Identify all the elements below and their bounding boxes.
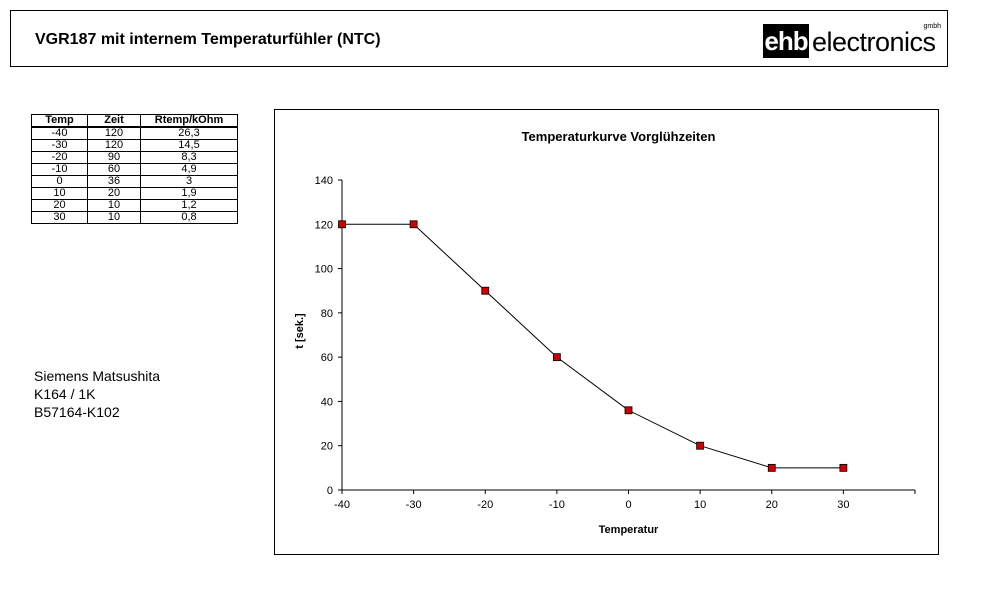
page-title: VGR187 mit internem Temperaturfühler (NT…: [35, 31, 381, 48]
table-cell: -10: [31, 163, 88, 176]
sensor-info: Siemens Matsushita K164 / 1K B57164-K102: [34, 367, 160, 421]
table-row: -10 60 4,9: [31, 163, 238, 176]
data-table: Temp Zeit Rtemp/kOhm -40 120 26,3 -30 12…: [31, 114, 238, 224]
y-tick-label: 40: [321, 396, 333, 408]
table-cell: 1,2: [140, 199, 238, 212]
table-header-row: Temp Zeit Rtemp/kOhm: [31, 114, 238, 128]
x-tick-label: 0: [625, 499, 631, 511]
data-point: [839, 463, 848, 472]
column-header-zeit: Zeit: [87, 114, 141, 128]
table-cell: 0: [31, 175, 88, 188]
table-cell: 3: [140, 175, 238, 188]
table-cell: 14,5: [140, 139, 238, 152]
x-tick-label: -10: [549, 499, 565, 511]
data-point: [696, 441, 705, 450]
x-tick-label: -30: [406, 499, 422, 511]
data-point: [338, 220, 346, 229]
logo-box: ehb: [763, 24, 809, 58]
info-line: Siemens Matsushita: [34, 368, 161, 384]
table-cell: -40: [31, 126, 88, 140]
info-line: K164 / 1K: [34, 386, 96, 402]
x-tick-label: 20: [766, 499, 778, 511]
table-cell: 20: [87, 187, 141, 200]
table-cell: 10: [87, 211, 141, 224]
table-cell: 4,9: [140, 163, 238, 176]
table-cell: 60: [87, 163, 141, 176]
y-tick-label: 80: [321, 308, 333, 320]
data-point: [624, 406, 633, 415]
chart: Temperaturkurve Vorglühzeiten 0 20 40 60 80 10…: [294, 129, 916, 536]
table-row: -20 90 8,3: [31, 151, 238, 164]
column-header-rtemp: Rtemp/kOhm: [140, 114, 238, 128]
series-line: [342, 223, 844, 469]
x-tick-label: 10: [694, 499, 706, 511]
table-cell: 8,3: [140, 151, 238, 164]
chart-title: Temperaturkurve Vorglühzeiten: [522, 129, 716, 144]
data-point: [409, 220, 418, 229]
y-tick-label: 60: [321, 352, 333, 364]
x-tick-label: 30: [837, 499, 849, 511]
x-tick-label: -20: [477, 499, 493, 511]
table-cell: 120: [87, 139, 141, 152]
table-cell: 10: [31, 187, 88, 200]
table-cell: 36: [87, 175, 141, 188]
table-row: -40 120 26,3: [31, 126, 238, 140]
column-header-temp: Temp: [31, 114, 88, 128]
table-cell: 20: [31, 199, 88, 212]
table-cell: -30: [31, 139, 88, 152]
table-cell: 120: [87, 126, 141, 140]
logo-word: electronics: [812, 27, 936, 57]
table-row: 10 20 1,9: [31, 187, 238, 200]
table-row: 30 10 0,8: [31, 211, 238, 224]
table-row: 20 10 1,2: [31, 199, 238, 212]
table-cell: -20: [31, 151, 88, 164]
chart-frame: Temperaturkurve Vorglühzeiten 0 20 40 60 80 10…: [274, 109, 939, 555]
table-cell: 26,3: [140, 126, 238, 140]
y-tick-label: 0: [327, 485, 333, 497]
data-point: [767, 463, 776, 472]
table-cell: 30: [31, 211, 88, 224]
y-tick-label: 140: [315, 175, 333, 187]
y-tick-label: 120: [315, 219, 333, 231]
x-axis-label: Temperatur: [599, 524, 659, 536]
table-row: 0 36 3: [31, 175, 238, 188]
header: VGR187 mit internem Temperaturfühler (NT…: [10, 10, 948, 67]
data-point: [552, 353, 561, 362]
logo-suffix: gmbh: [923, 23, 941, 30]
info-line: B57164-K102: [34, 404, 120, 420]
data-point: [481, 286, 490, 295]
x-tick-label: -40: [334, 499, 350, 511]
table-cell: 0,8: [140, 211, 238, 224]
table-cell: 1,9: [140, 187, 238, 200]
table-cell: 90: [87, 151, 141, 164]
table-cell: 10: [87, 199, 141, 212]
y-tick-label: 20: [321, 441, 333, 453]
y-tick-label: 100: [315, 264, 333, 276]
y-axis-label: t [sek.]: [294, 313, 306, 349]
table-row: -30 120 14,5: [31, 139, 238, 152]
company-logo: ehb electronics gmbh: [763, 23, 943, 60]
